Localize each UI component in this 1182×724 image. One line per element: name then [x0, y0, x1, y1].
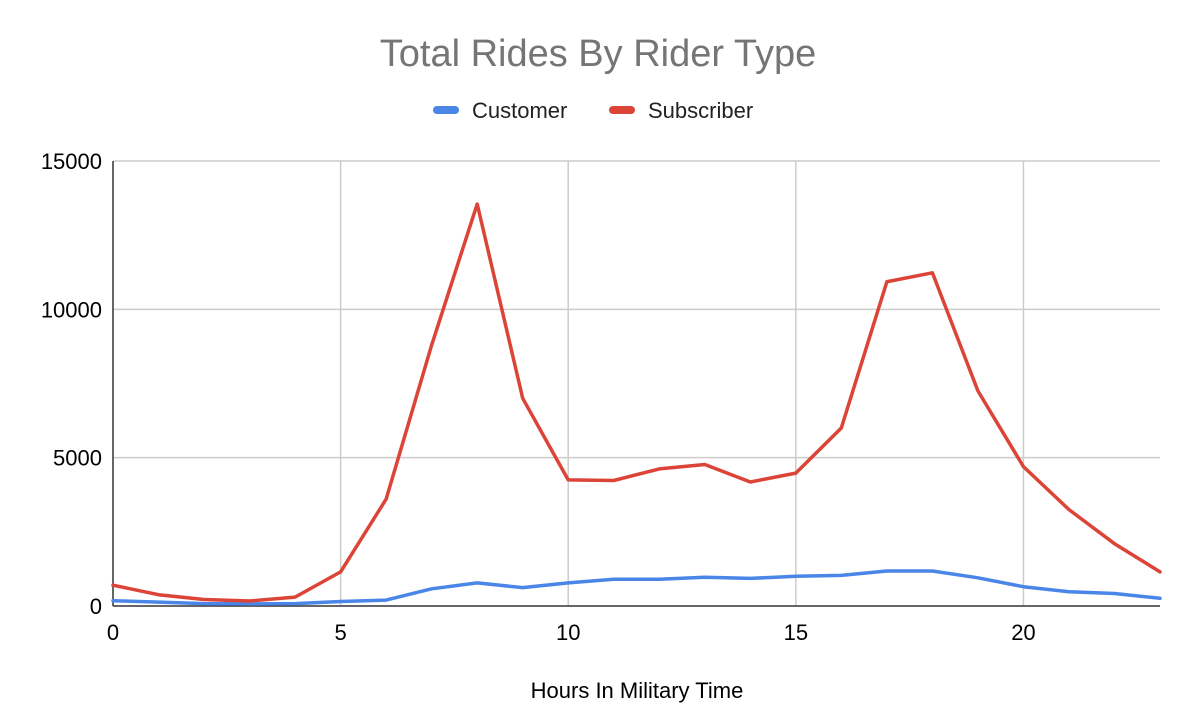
gridlines — [113, 160, 1160, 606]
x-tick-label: 0 — [107, 620, 119, 645]
x-axis-ticks: 0 5 10 15 20 — [107, 620, 1036, 645]
x-tick-label: 20 — [1011, 620, 1035, 645]
series-lines — [111, 202, 1162, 606]
y-tick-label: 15000 — [41, 149, 102, 174]
chart-title: Total Rides By Rider Type — [380, 33, 817, 75]
y-tick-label: 5000 — [53, 446, 102, 471]
y-tick-label: 0 — [90, 594, 102, 619]
legend-swatch-subscriber — [609, 106, 635, 114]
legend-swatch-customer — [433, 106, 459, 114]
y-axis-ticks: 0 5000 10000 15000 — [41, 149, 102, 619]
legend: Customer Subscriber — [433, 98, 753, 123]
x-tick-label: 5 — [334, 620, 346, 645]
legend-label-subscriber: Subscriber — [648, 98, 753, 123]
x-axis-title: Hours In Military Time — [531, 678, 744, 703]
x-tick-label: 10 — [556, 620, 580, 645]
axes — [112, 161, 1160, 607]
series-line-customer — [111, 569, 1162, 606]
legend-label-customer: Customer — [472, 98, 567, 123]
series-line-subscriber — [111, 202, 1162, 603]
x-tick-label: 15 — [784, 620, 808, 645]
y-tick-label: 10000 — [41, 297, 102, 322]
